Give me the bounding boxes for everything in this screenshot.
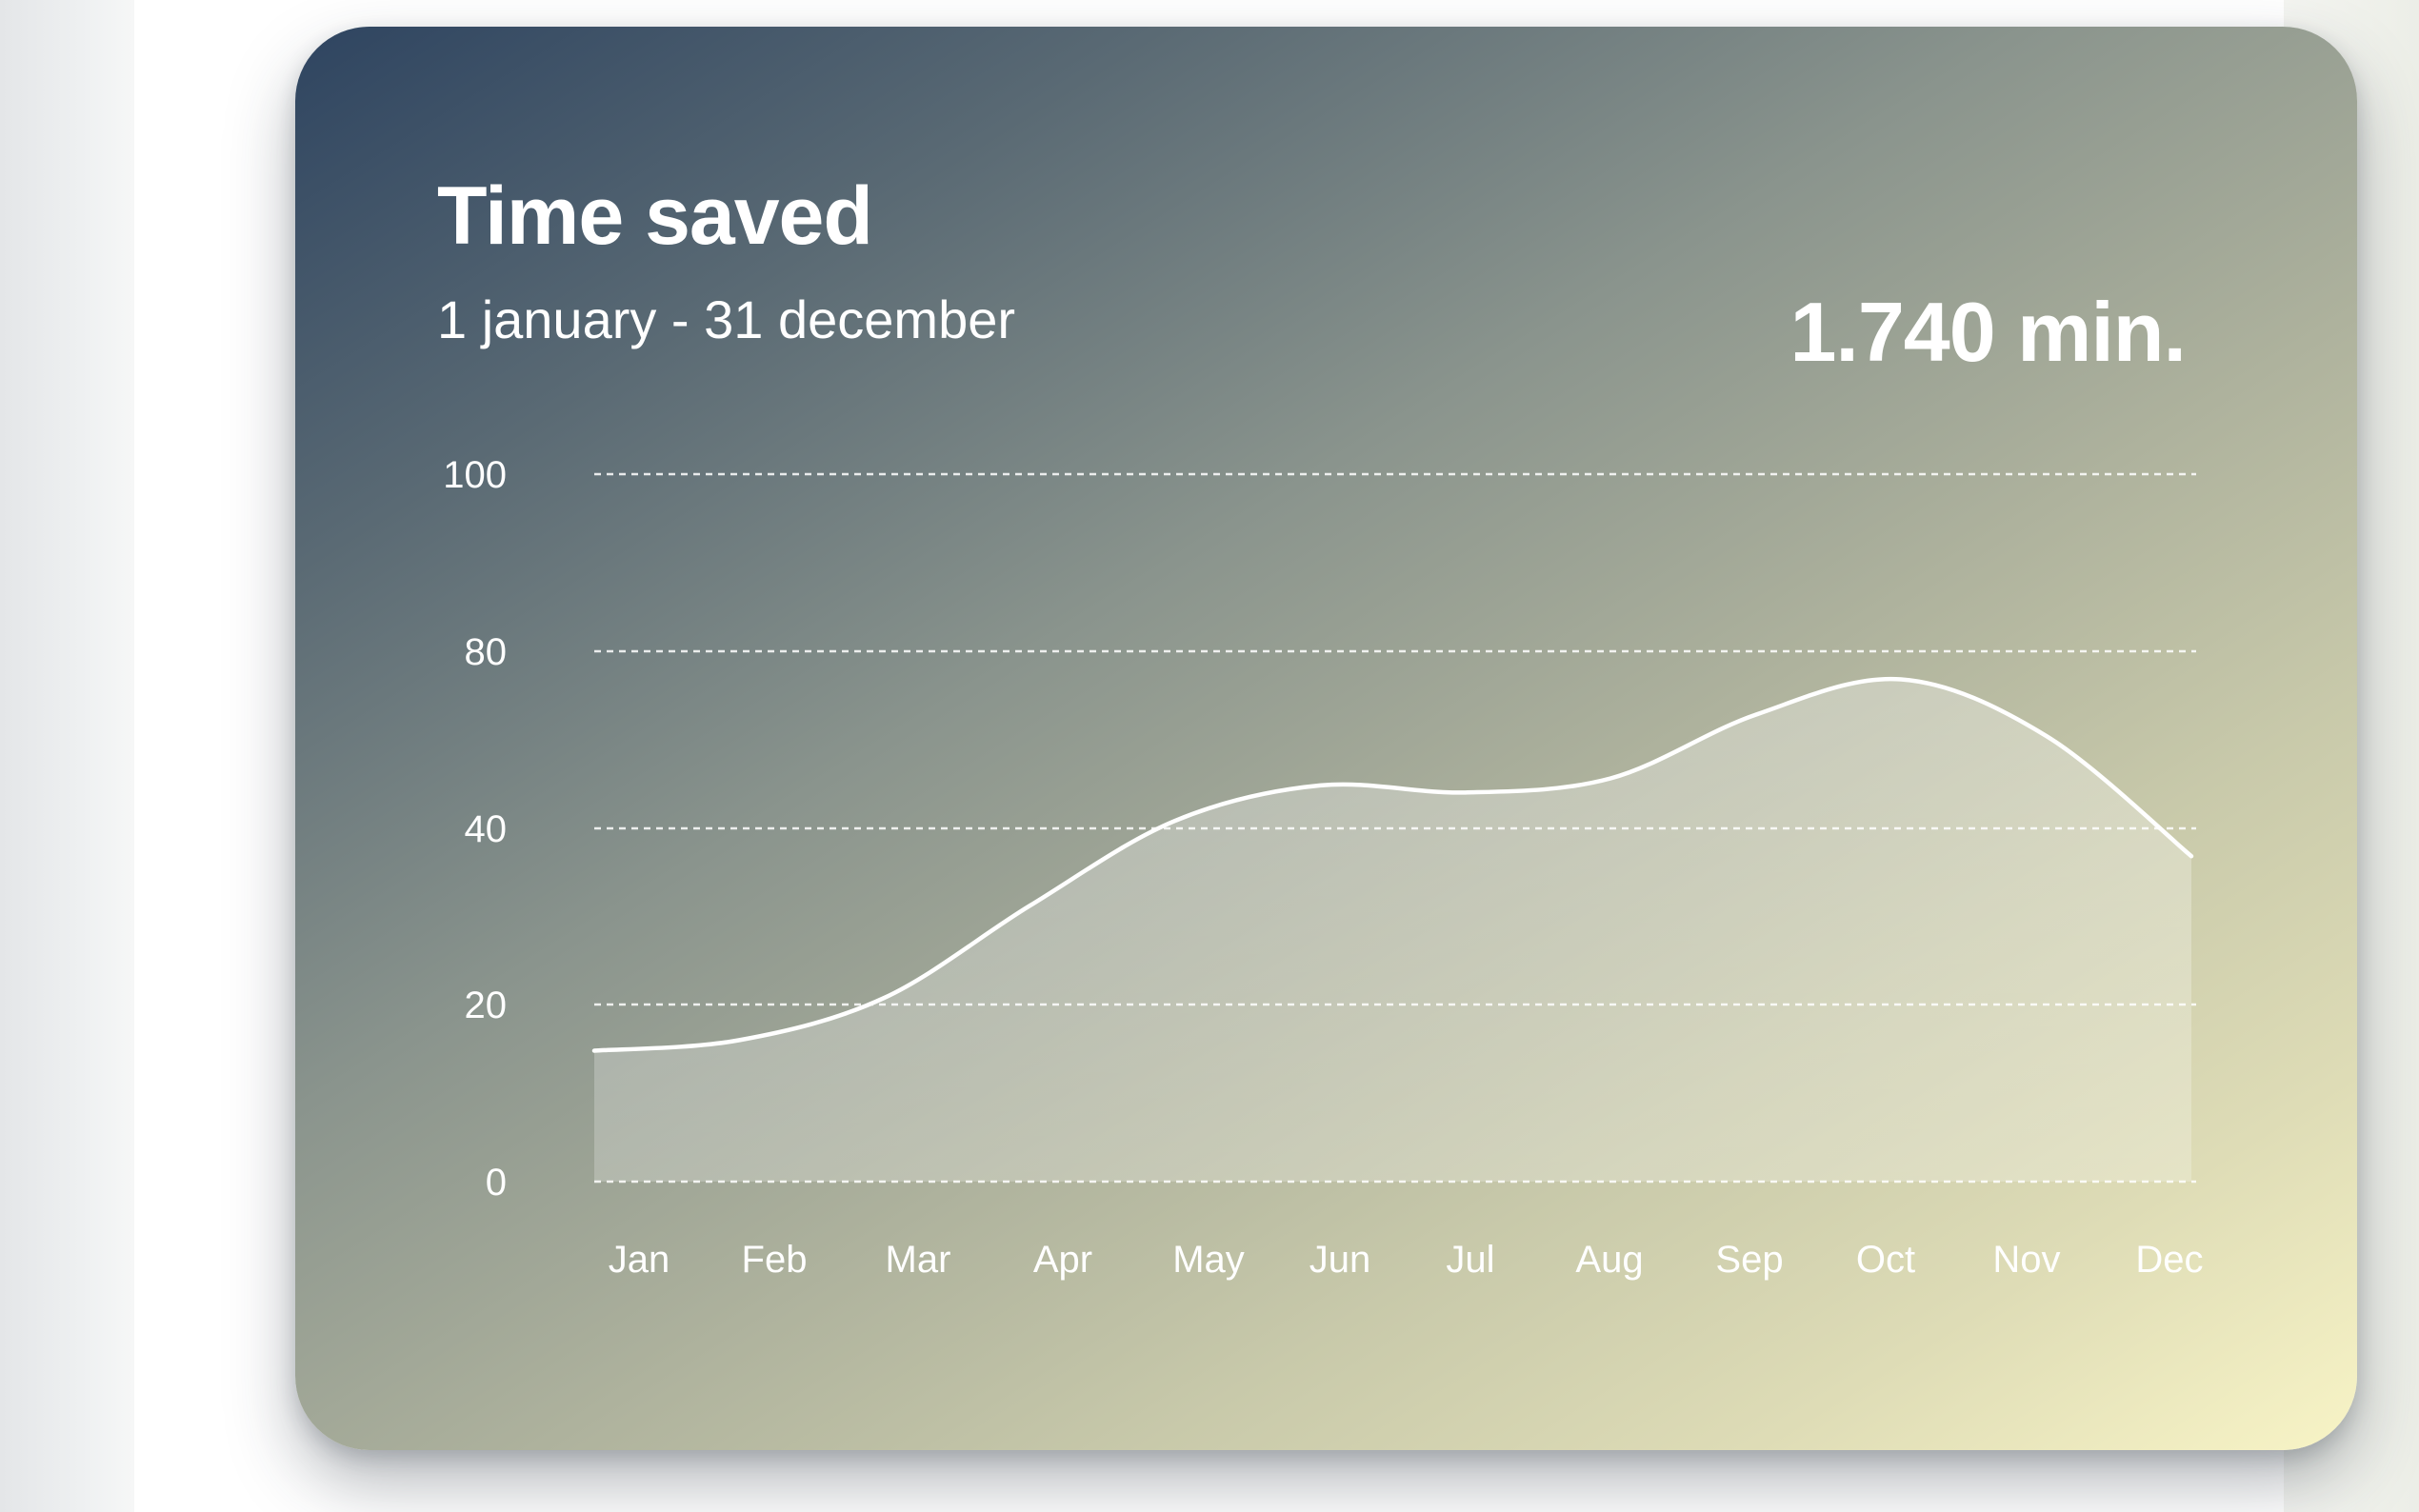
y-tick-80: 80 <box>465 631 508 673</box>
x-tick-aug: Aug <box>1575 1239 1643 1281</box>
x-tick-sep: Sep <box>1715 1239 1783 1281</box>
data-point-feb <box>733 1034 745 1045</box>
y-tick-20: 20 <box>465 985 508 1026</box>
data-point-aug <box>1605 772 1616 784</box>
data-point-oct <box>1895 673 1907 685</box>
x-tick-dec: Dec <box>2135 1239 2203 1281</box>
x-tick-jul: Jul <box>1446 1239 1494 1281</box>
x-tick-feb: Feb <box>742 1239 808 1281</box>
data-point-jan <box>589 1045 600 1057</box>
data-point-mar <box>879 992 890 1004</box>
data-point-may <box>1170 815 1181 826</box>
x-tick-apr: Apr <box>1033 1239 1092 1281</box>
x-tick-oct: Oct <box>1856 1239 1915 1281</box>
data-point-jul <box>1460 786 1471 798</box>
series-area <box>594 679 2191 1182</box>
date-range: 1 january - 31 december <box>437 289 1016 349</box>
card-title: Time saved <box>437 170 873 262</box>
time-saved-card: Time saved 1 january - 31 december 1.740… <box>295 27 2357 1450</box>
y-tick-0: 0 <box>486 1162 507 1204</box>
series-line <box>591 676 2194 1053</box>
y-tick-40: 40 <box>465 808 508 850</box>
data-point-jun <box>1314 780 1326 791</box>
x-tick-mar: Mar <box>886 1239 951 1281</box>
x-tick-jan: Jan <box>609 1239 670 1281</box>
y-tick-100: 100 <box>443 454 507 496</box>
x-tick-jun: Jun <box>1309 1239 1371 1281</box>
total-minutes: 1.740 min. <box>1789 285 2187 379</box>
data-point-apr <box>1024 900 1035 911</box>
x-tick-nov: Nov <box>1992 1239 2060 1281</box>
data-point-nov <box>2041 730 2052 742</box>
page: Time saved 1 january - 31 december 1.740… <box>134 0 2357 1512</box>
data-point-dec <box>2186 850 2197 862</box>
x-tick-may: May <box>1172 1239 1245 1281</box>
time-saved-chart: 0 20 40 80 100 Jan Feb Mar Apr May Jun Jul Aug Sep Oct… <box>443 454 2203 1281</box>
data-point-sep <box>1750 709 1762 721</box>
backdrop-left <box>0 0 134 1512</box>
